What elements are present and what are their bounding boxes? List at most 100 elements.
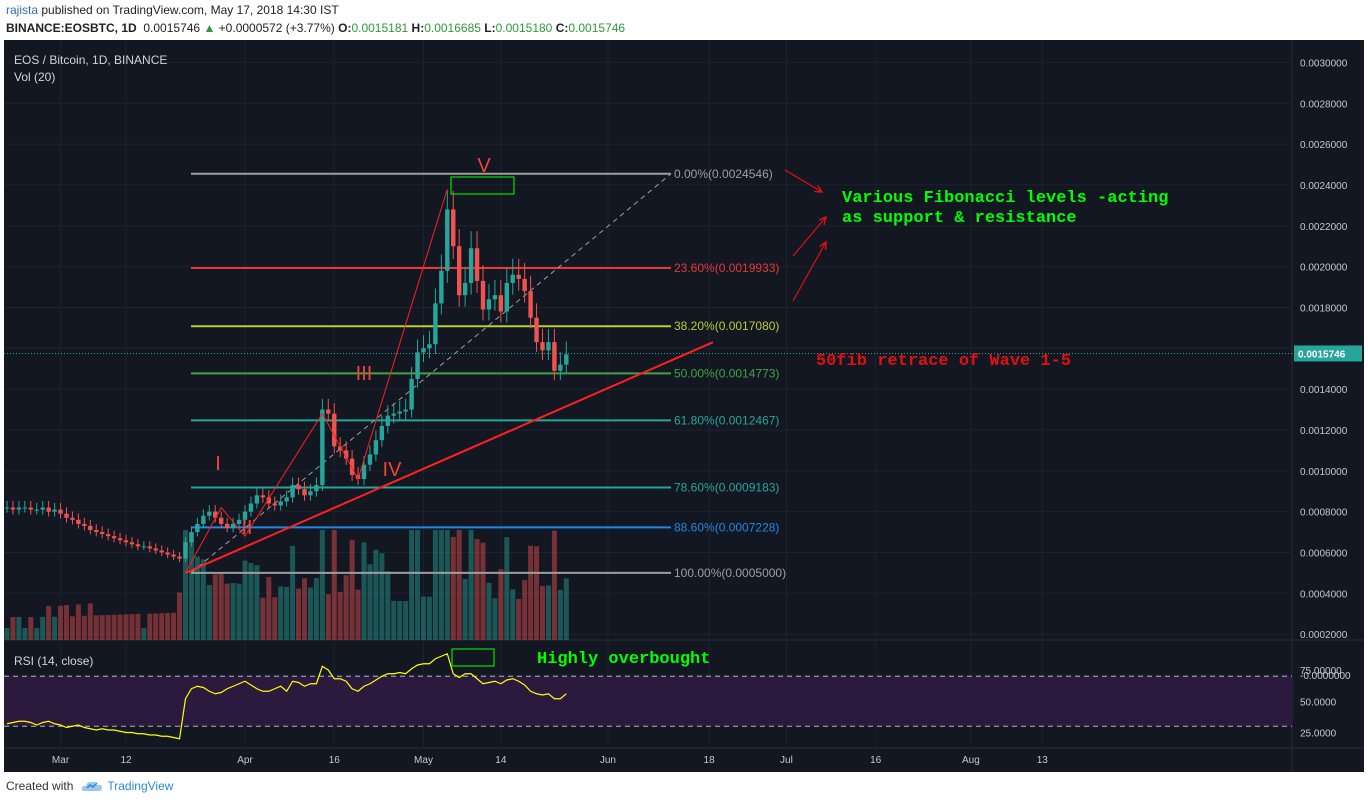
volume-bar — [551, 530, 557, 640]
candle-body — [564, 354, 569, 365]
candle-body — [338, 446, 343, 451]
candle-body — [10, 507, 16, 510]
volume-bar — [69, 616, 75, 640]
volume-bar — [87, 603, 93, 640]
author-link[interactable]: rajista — [6, 3, 39, 17]
volume-bar — [206, 584, 212, 640]
candle-body — [100, 532, 105, 535]
candle-body — [82, 523, 87, 526]
candle-body — [16, 507, 22, 510]
rsi-pane-label: RSI (14, close) — [14, 654, 93, 668]
volume-bar — [105, 614, 111, 640]
current-price-label: 0.0015746 — [1298, 349, 1346, 360]
candle-body — [403, 409, 408, 412]
candle-body — [468, 248, 474, 283]
candle-body — [522, 278, 527, 292]
candle-body — [290, 485, 295, 498]
candle-body — [462, 282, 468, 296]
volume-bar — [236, 583, 242, 640]
volume-bar — [468, 530, 474, 640]
candle-body — [254, 495, 260, 504]
candle-body — [504, 282, 509, 312]
candle-body — [266, 497, 271, 504]
price-axis-tick: 0.0002000 — [1300, 630, 1348, 641]
candle-body — [367, 454, 373, 465]
time-axis-tick: Apr — [237, 755, 253, 766]
candle-body — [326, 409, 331, 414]
volume-bar — [474, 539, 480, 640]
fib-level-label: 0.00%(0.0024546) — [674, 167, 773, 181]
volume-bar — [171, 612, 177, 640]
created-with-text: Created with — [6, 779, 74, 793]
candle-body — [373, 440, 379, 455]
volume-bar — [230, 583, 236, 640]
price-axis-tick: -0.0000000 — [1300, 671, 1351, 682]
candle-body — [195, 523, 200, 533]
volume-bar — [421, 596, 426, 640]
candle-body — [242, 511, 248, 520]
annotation-arrow — [784, 169, 822, 192]
volume-bar — [397, 600, 403, 640]
candle-body — [445, 209, 450, 271]
time-axis-tick: 14 — [495, 755, 507, 766]
wave-label-III: III — [356, 363, 373, 385]
candle-body — [76, 519, 81, 524]
open-label: O: — [338, 21, 352, 35]
volume-bar — [415, 530, 421, 640]
candle-body — [129, 542, 135, 545]
volume-bar — [337, 591, 343, 640]
volume-bar — [99, 615, 105, 640]
tradingview-brand-link[interactable]: TradingView — [107, 779, 174, 793]
volume-bar — [498, 569, 504, 640]
volume-bar — [272, 597, 278, 640]
candle-body — [546, 342, 551, 351]
volume-bar — [290, 545, 296, 640]
candle-body — [451, 209, 456, 247]
volume-bar — [242, 560, 248, 640]
fib-level-label: 61.80%(0.0012467) — [674, 413, 779, 427]
price-chart[interactable]: 0.0030000 0.0028000 0.0026000 0.0024000 0.00… — [4, 40, 1364, 772]
candle-body — [147, 546, 152, 549]
annotation-arrow — [792, 217, 826, 257]
candle-body — [397, 411, 402, 414]
volume-bar — [492, 598, 498, 640]
fib-level-label: 100.00%(0.0005000) — [674, 566, 786, 580]
candle-body — [230, 523, 236, 528]
up-arrow-icon: ▲ — [203, 21, 216, 35]
wave-label-V: V — [477, 155, 491, 177]
candle-body — [480, 280, 486, 310]
rsi-axis-tick: 75.00000 — [1300, 666, 1342, 677]
candle-body — [189, 532, 194, 543]
candle-body — [343, 450, 349, 459]
low-label: L: — [484, 21, 496, 35]
rsi-overbought-box — [451, 648, 495, 667]
volume-bar — [331, 530, 337, 640]
candle-body — [183, 542, 188, 559]
wave-label-IV: IV — [383, 459, 403, 481]
symbol-name: BINANCE:EOSBTC, 1D — [6, 21, 137, 35]
candle-body — [135, 544, 141, 547]
close-label: C: — [555, 21, 569, 35]
volume-bars — [4, 530, 569, 640]
volume-bar — [534, 546, 540, 640]
volume-bar — [28, 617, 34, 640]
volume-bar — [325, 594, 331, 640]
volume-bar — [224, 583, 230, 640]
candle-body — [474, 248, 480, 281]
volume-bar — [462, 578, 468, 640]
volume-bar — [10, 617, 16, 640]
volume-bar — [81, 615, 87, 640]
price-axis-tick: 0.0030000 — [1300, 58, 1348, 69]
publish-info: rajista published on TradingView.com, Ma… — [6, 3, 339, 17]
chart-frame[interactable]: 0.0030000 0.0028000 0.0026000 0.0024000 0.00… — [4, 40, 1364, 772]
annotation-arrow — [792, 242, 826, 302]
candle-body — [492, 295, 498, 300]
volume-bar — [456, 530, 462, 640]
candle-body — [433, 303, 438, 345]
last-price: 0.0015746 — [143, 21, 201, 35]
candle-body — [540, 342, 545, 351]
price-axis-tick: 0.0020000 — [1300, 263, 1348, 274]
fib-level-label: 88.60%(0.0007228) — [674, 520, 779, 534]
candle-body — [159, 550, 164, 553]
candle-body — [94, 530, 99, 533]
